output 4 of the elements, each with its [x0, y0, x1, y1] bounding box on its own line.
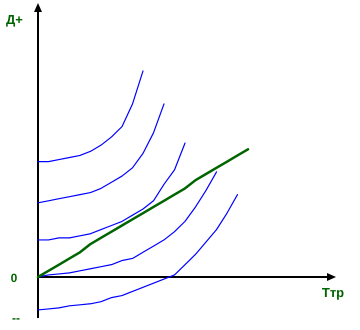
- text: Ттр: [322, 285, 344, 300]
- y-axis-title: Д+: [6, 12, 24, 27]
- text: --: [12, 311, 20, 325]
- text: 0: [10, 271, 18, 285]
